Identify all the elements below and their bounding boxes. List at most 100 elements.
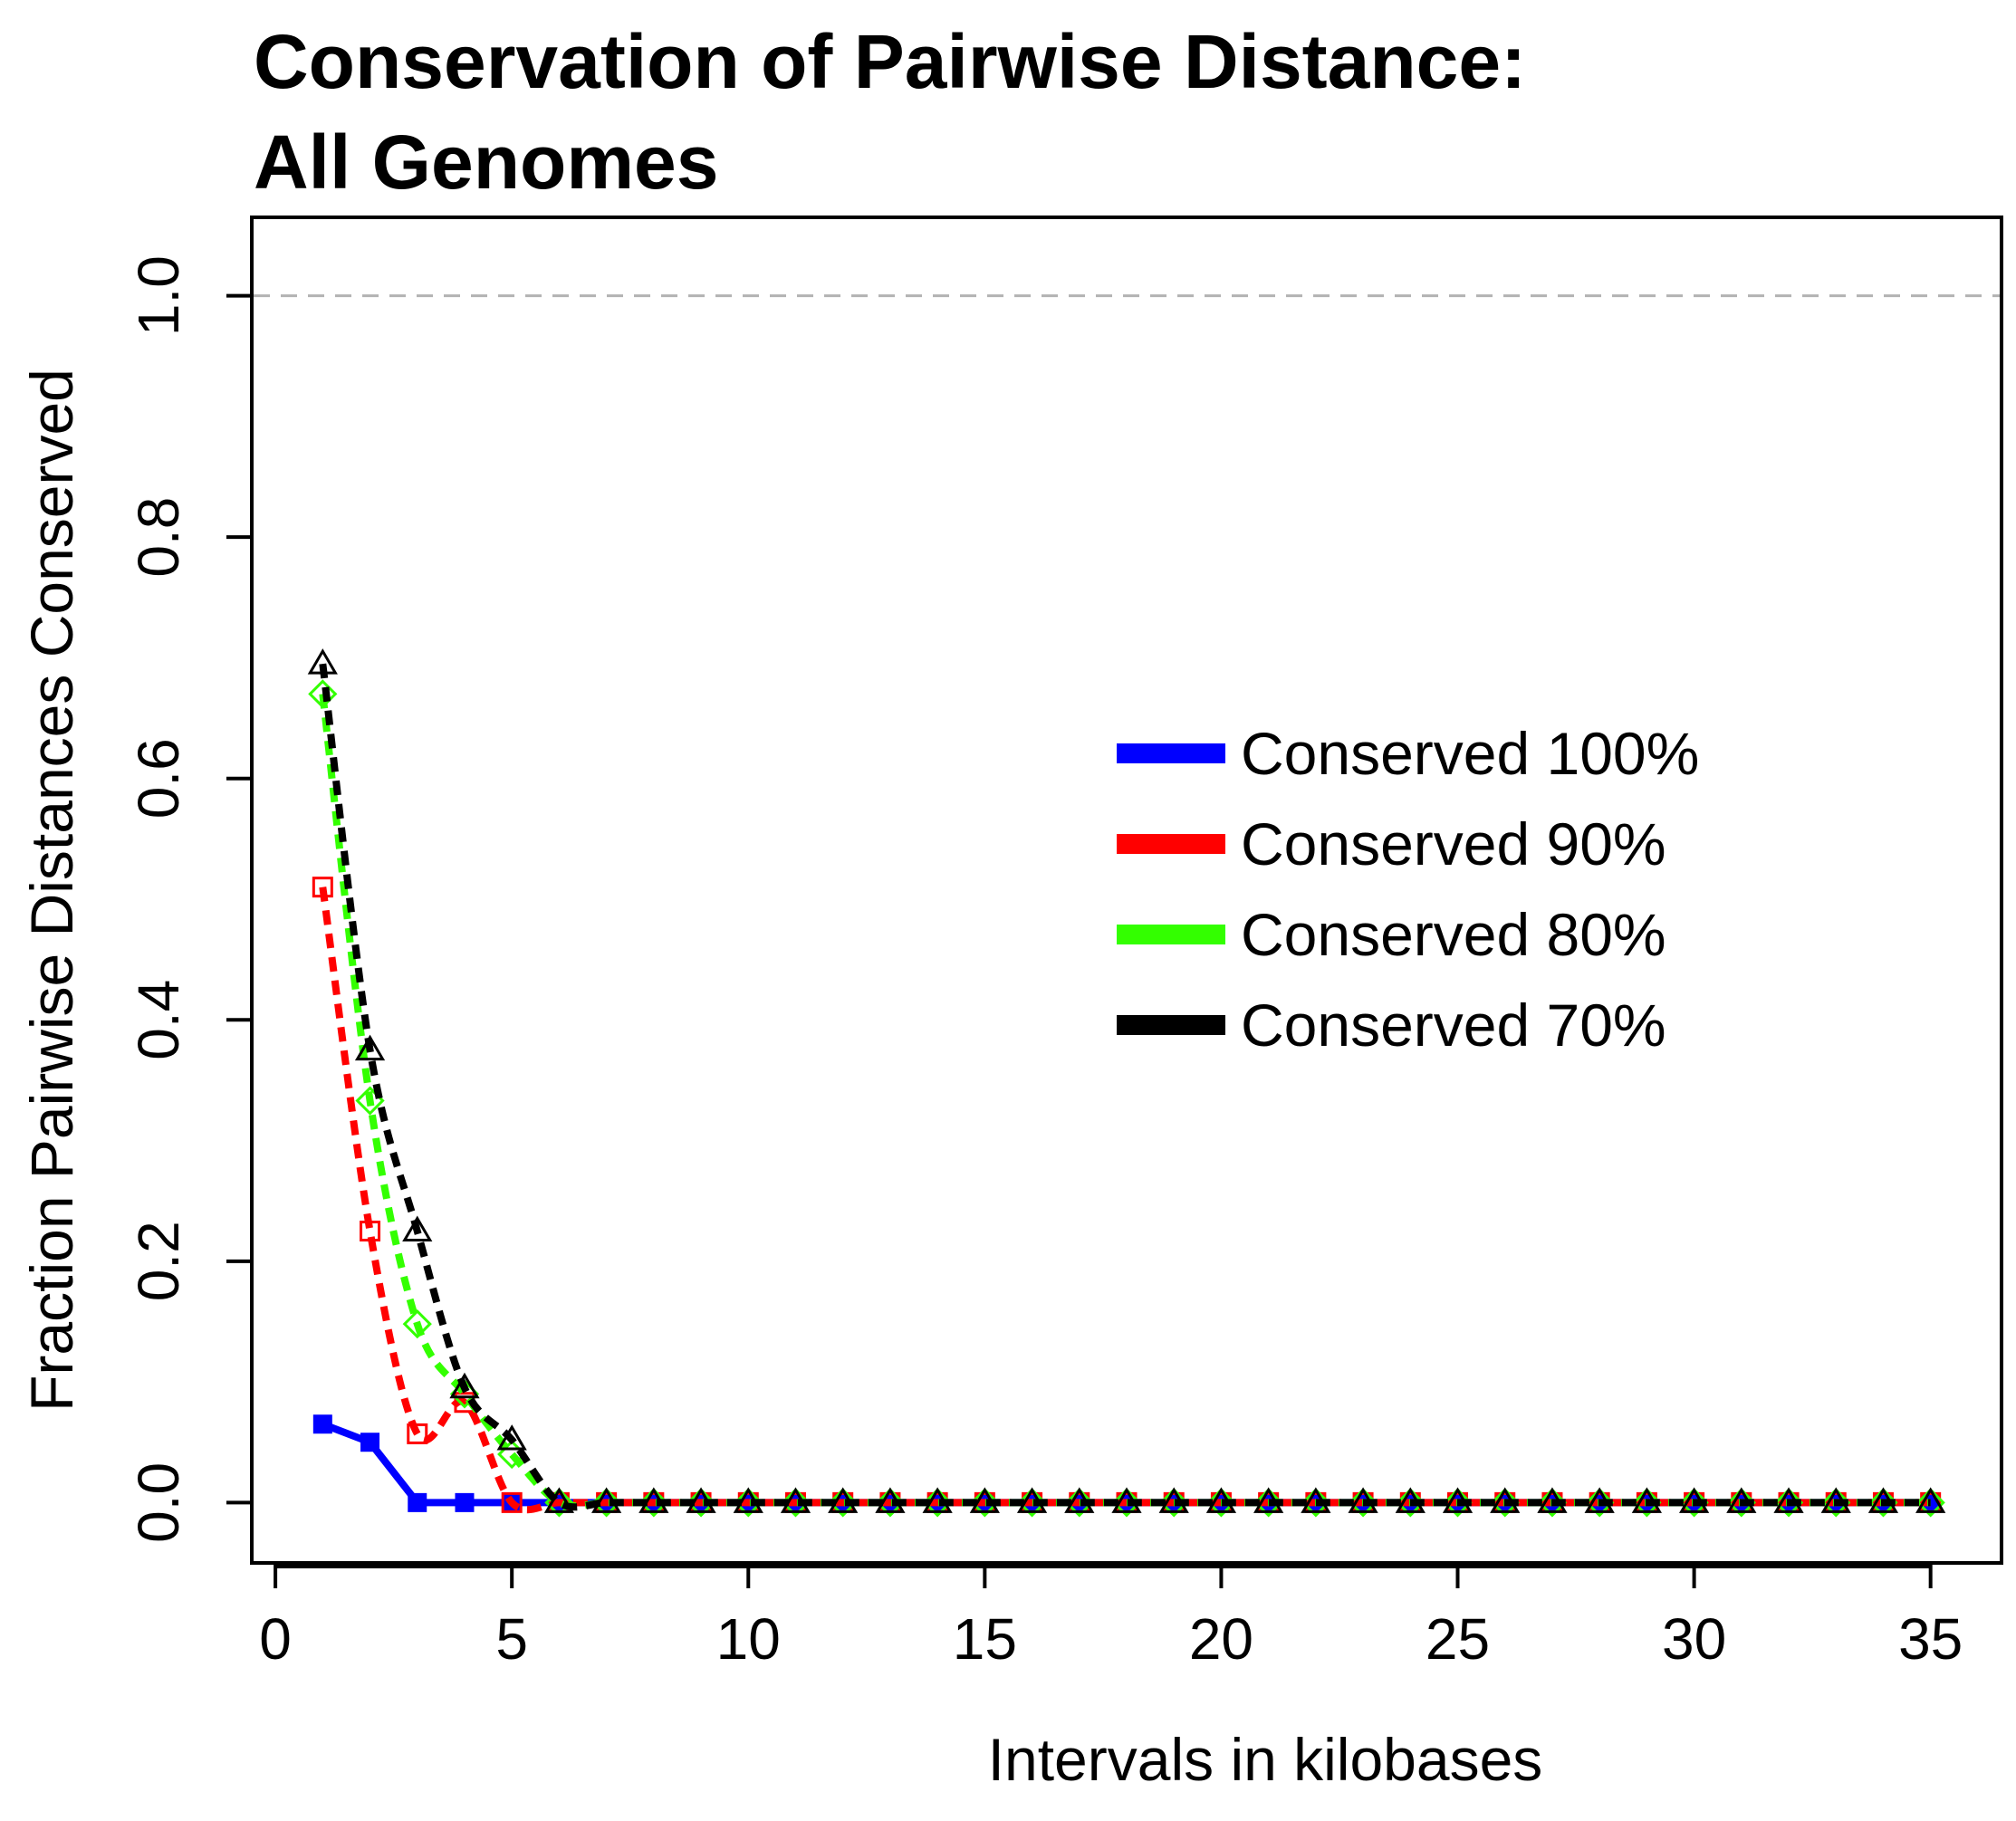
- data-point: [1253, 1488, 1283, 1518]
- data-point: [733, 1487, 763, 1513]
- data-point: [1158, 1487, 1189, 1513]
- data-point: [923, 1488, 953, 1518]
- plot-frame: [250, 216, 2003, 1565]
- series-line: [319, 887, 1931, 1514]
- data-point: [1773, 1488, 1804, 1518]
- chart-subtitle: All Genomes: [254, 120, 718, 205]
- data-point: [1348, 1487, 1378, 1513]
- data-point: [543, 1487, 575, 1513]
- data-point: [828, 1487, 859, 1513]
- data-point: [780, 1487, 811, 1513]
- data-point: [781, 1488, 811, 1518]
- data-point: [1585, 1488, 1615, 1518]
- x-axis: 0 5 10 15 20 25 30 35: [259, 1563, 1963, 1672]
- data-point: [1537, 1488, 1568, 1518]
- series-line: [319, 663, 1931, 1511]
- data-point: [1064, 1488, 1094, 1518]
- data-point: [308, 679, 338, 709]
- data-point: [1726, 1487, 1757, 1513]
- data-point: [970, 1488, 1000, 1518]
- plot-area: [250, 216, 2003, 1565]
- data-point: [1537, 1487, 1568, 1513]
- data-point: [734, 1488, 763, 1518]
- legend-label: Conserved 90%: [1241, 810, 1666, 877]
- y-tick-label: 0.8: [126, 497, 191, 578]
- data-point: [407, 1423, 428, 1444]
- data-point: [1443, 1488, 1473, 1518]
- data-point: [1915, 1488, 1945, 1518]
- data-point: [1678, 1487, 1710, 1513]
- y-axis-label: Fraction Pairwise Distances Conserved: [18, 369, 85, 1412]
- data-point: [922, 1487, 953, 1513]
- data-point: [1726, 1488, 1756, 1518]
- data-point: [686, 1488, 716, 1518]
- data-point: [1821, 1488, 1851, 1518]
- data-point: [312, 1414, 332, 1434]
- legend-label: Conserved 70%: [1241, 992, 1666, 1059]
- data-point: [1396, 1488, 1426, 1518]
- series-line: [319, 693, 1931, 1510]
- data-point: [1679, 1488, 1709, 1518]
- data-point: [408, 1492, 427, 1512]
- x-tick-label: 0: [259, 1606, 292, 1672]
- data-point: [1111, 1488, 1142, 1518]
- x-tick-label: 25: [1426, 1606, 1490, 1672]
- data-point: [1253, 1487, 1284, 1513]
- y-tick-label: 0.0: [126, 1462, 191, 1543]
- data-point: [1820, 1487, 1851, 1513]
- data-point: [1632, 1488, 1662, 1518]
- data-point: [1064, 1487, 1095, 1513]
- x-axis-label: Intervals in kilobases: [988, 1726, 1543, 1793]
- data-point: [1867, 1487, 1899, 1513]
- data-point: [449, 1372, 480, 1399]
- y-tick-label: 0.6: [126, 738, 191, 819]
- data-point: [1016, 1487, 1048, 1513]
- data-point: [686, 1487, 716, 1513]
- legend-item: Conserved 70%: [1117, 992, 1666, 1059]
- x-tick-label: 35: [1898, 1606, 1963, 1672]
- data-point: [1868, 1488, 1898, 1518]
- data-point: [1301, 1488, 1330, 1518]
- data-point: [1111, 1487, 1142, 1513]
- series-conserved-80: [308, 679, 1945, 1518]
- data-point: [1301, 1487, 1331, 1513]
- data-point: [875, 1487, 906, 1513]
- data-point: [1773, 1487, 1804, 1513]
- legend-item: Conserved 100%: [1117, 720, 1699, 787]
- data-point: [638, 1487, 669, 1513]
- series-conserved-100: [312, 1414, 1941, 1512]
- data-point: [828, 1488, 858, 1518]
- data-point: [496, 1424, 527, 1451]
- y-tick-label: 0.4: [126, 980, 191, 1060]
- data-point: [402, 1215, 433, 1241]
- data-point: [1017, 1488, 1047, 1518]
- x-tick-label: 10: [716, 1606, 781, 1672]
- data-point: [1348, 1488, 1378, 1518]
- data-point: [591, 1488, 621, 1518]
- series-conserved-70: [307, 648, 1946, 1513]
- data-point: [360, 1433, 380, 1452]
- data-point: [875, 1488, 906, 1518]
- data-point: [455, 1492, 475, 1512]
- y-tick-label: 0.2: [126, 1221, 191, 1301]
- data-point: [402, 1308, 432, 1339]
- legend-label: Conserved 80%: [1241, 901, 1666, 968]
- legend-label: Conserved 100%: [1241, 720, 1699, 787]
- data-point: [1584, 1487, 1615, 1513]
- data-point: [1631, 1487, 1662, 1513]
- series-conserved-90: [312, 877, 1942, 1514]
- legend-item: Conserved 80%: [1117, 901, 1666, 968]
- chart-title: Conservation of Pairwise Distance:: [254, 19, 1526, 104]
- x-tick-label: 20: [1189, 1606, 1253, 1672]
- data-point: [1490, 1487, 1521, 1513]
- data-point: [1159, 1488, 1189, 1518]
- data-point: [1490, 1488, 1520, 1518]
- data-point: [1442, 1487, 1474, 1513]
- legend: Conserved 100% Conserved 90% Conserved 80%…: [1117, 720, 1699, 1059]
- data-point: [591, 1487, 622, 1513]
- series-layer: [307, 648, 1946, 1518]
- data-point: [307, 648, 338, 675]
- y-axis: 0.0 0.2 0.4 0.6 0.8 1.0: [126, 255, 254, 1543]
- data-point: [354, 1034, 386, 1061]
